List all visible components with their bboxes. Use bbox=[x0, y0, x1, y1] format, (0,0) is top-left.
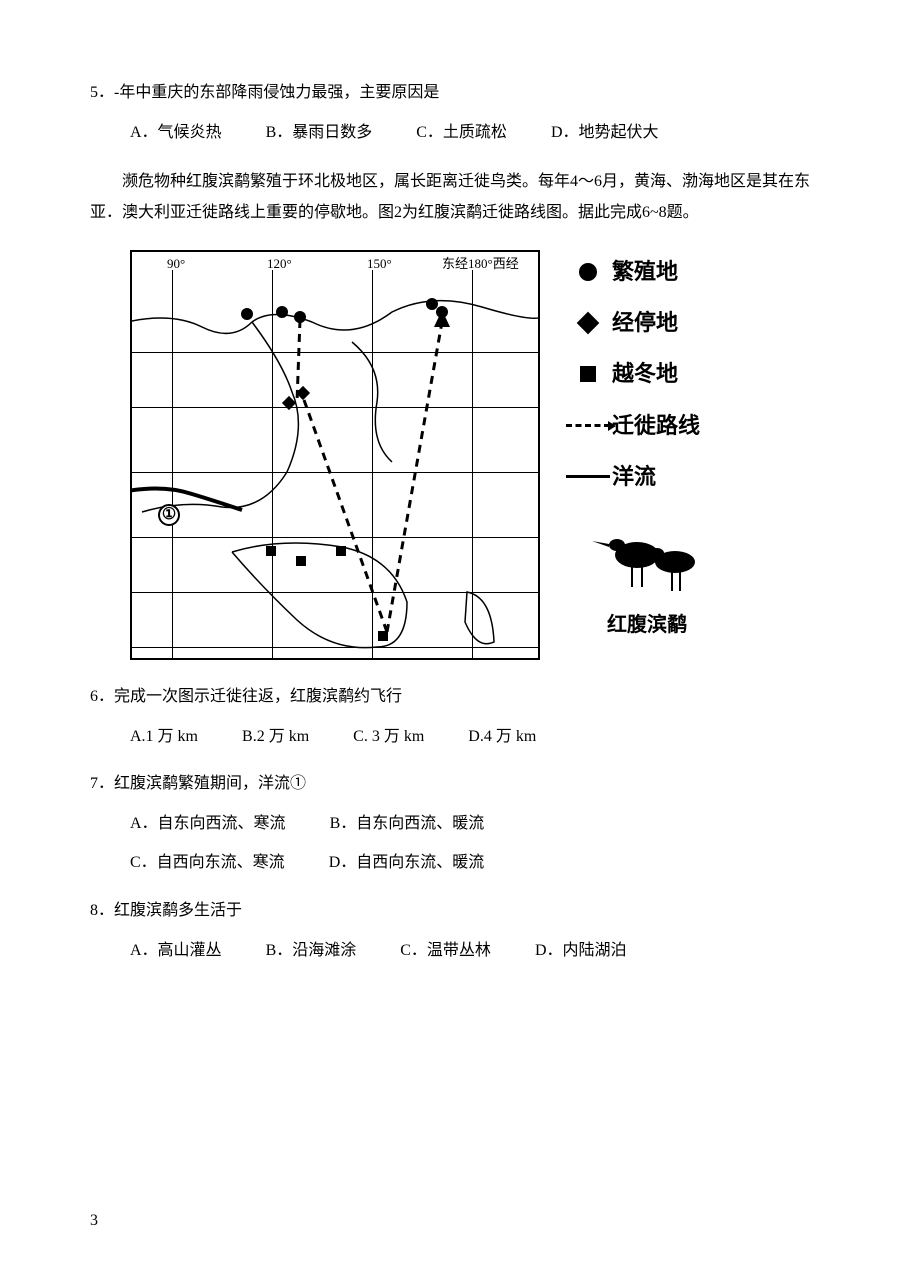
wintering-marker bbox=[336, 546, 346, 556]
breeding-marker bbox=[294, 311, 306, 323]
q8-option-b: B．沿海滩涂 bbox=[266, 938, 357, 964]
legend-wintering-label: 越冬地 bbox=[612, 356, 678, 391]
map-svg bbox=[132, 252, 540, 660]
q8-stem: 8．红腹滨鹬多生活于 bbox=[90, 898, 830, 924]
bird-icon bbox=[587, 510, 707, 600]
circle-icon bbox=[579, 263, 597, 281]
q8-option-c: C．温带丛林 bbox=[400, 938, 491, 964]
breeding-marker bbox=[436, 306, 448, 318]
page-number: 3 bbox=[90, 1208, 98, 1234]
question-6: 6．完成一次图示迁徙往返，红腹滨鹬约飞行 A.1 万 km B.2 万 km C… bbox=[90, 684, 830, 749]
passage-text: 濒危物种红腹滨鹬繁殖于环北极地区，属长距离迁徙鸟类。每年4～6月，黄海、渤海地区… bbox=[90, 167, 830, 228]
question-5: 5．-年中重庆的东部降雨侵蚀力最强，主要原因是 A．气候炎热 B．暴雨日数多 C… bbox=[90, 80, 830, 145]
q6-stem: 6．完成一次图示迁徙往返，红腹滨鹬约飞行 bbox=[90, 684, 830, 710]
q5-option-c: C．土质疏松 bbox=[416, 120, 507, 146]
q5-option-d: D．地势起伏大 bbox=[551, 120, 659, 146]
longitude-label: 150° bbox=[367, 254, 392, 275]
legend-stopover: 经停地 bbox=[564, 305, 730, 340]
map-box: 90° 120° 150° 东经180°西经 ① bbox=[130, 250, 540, 660]
wintering-marker bbox=[296, 556, 306, 566]
wintering-marker bbox=[266, 546, 276, 556]
legend-breeding-label: 繁殖地 bbox=[612, 254, 678, 289]
q5-stem: 5．-年中重庆的东部降雨侵蚀力最强，主要原因是 bbox=[90, 80, 830, 106]
question-8: 8．红腹滨鹬多生活于 A．高山灌丛 B．沿海滩涂 C．温带丛林 D．内陆湖泊 bbox=[90, 898, 830, 963]
square-icon bbox=[580, 366, 596, 382]
q6-option-c: C. 3 万 km bbox=[353, 724, 424, 750]
longitude-label: 东经180°西经 bbox=[442, 254, 519, 275]
q6-option-a: A.1 万 km bbox=[130, 724, 198, 750]
q8-option-d: D．内陆湖泊 bbox=[535, 938, 627, 964]
q6-options: A.1 万 km B.2 万 km C. 3 万 km D.4 万 km bbox=[90, 724, 830, 750]
legend-current-label: 洋流 bbox=[612, 459, 656, 494]
wintering-marker bbox=[378, 631, 388, 641]
q8-option-a: A．高山灌丛 bbox=[130, 938, 222, 964]
figure-2: 90° 120° 150° 东经180°西经 ① 繁殖地 经停地 越冬地 迁徙路线 洋… bbox=[130, 250, 830, 660]
q7-options: A．自东向西流、寒流 B．自东向西流、暖流 C．自西向东流、寒流 D．自西向东流… bbox=[90, 811, 830, 876]
legend: 繁殖地 经停地 越冬地 迁徙路线 洋流 bbox=[540, 250, 730, 660]
q6-option-b: B.2 万 km bbox=[242, 724, 309, 750]
q6-option-d: D.4 万 km bbox=[468, 724, 536, 750]
longitude-label: 90° bbox=[167, 254, 185, 275]
legend-current: 洋流 bbox=[564, 459, 730, 494]
q7-option-d: D．自西向东流、暖流 bbox=[329, 850, 485, 876]
breeding-marker bbox=[276, 306, 288, 318]
q5-option-a: A．气候炎热 bbox=[130, 120, 222, 146]
q7-option-c: C．自西向东流、寒流 bbox=[130, 850, 285, 876]
breeding-marker bbox=[241, 308, 253, 320]
bird-name: 红腹滨鹬 bbox=[564, 609, 730, 641]
q8-options: A．高山灌丛 B．沿海滩涂 C．温带丛林 D．内陆湖泊 bbox=[90, 938, 830, 964]
legend-route-label: 迁徙路线 bbox=[612, 408, 700, 443]
q7-option-a: A．自东向西流、寒流 bbox=[130, 811, 286, 837]
q5-option-b: B．暴雨日数多 bbox=[266, 120, 373, 146]
legend-stopover-label: 经停地 bbox=[612, 305, 678, 340]
legend-breeding: 繁殖地 bbox=[564, 254, 730, 289]
bird-illustration: 红腹滨鹬 bbox=[564, 510, 730, 641]
dashed-arrow-icon bbox=[566, 424, 610, 427]
current-label: ① bbox=[158, 504, 180, 526]
legend-route: 迁徙路线 bbox=[564, 408, 730, 443]
q5-options: A．气候炎热 B．暴雨日数多 C．土质疏松 D．地势起伏大 bbox=[90, 120, 830, 146]
diamond-icon bbox=[577, 311, 600, 334]
legend-wintering: 越冬地 bbox=[564, 356, 730, 391]
solid-line-icon bbox=[566, 475, 610, 478]
longitude-label: 120° bbox=[267, 254, 292, 275]
q7-option-b: B．自东向西流、暖流 bbox=[330, 811, 485, 837]
question-7: 7．红腹滨鹬繁殖期间，洋流① A．自东向西流、寒流 B．自东向西流、暖流 C．自… bbox=[90, 771, 830, 876]
q7-stem: 7．红腹滨鹬繁殖期间，洋流① bbox=[90, 771, 830, 797]
